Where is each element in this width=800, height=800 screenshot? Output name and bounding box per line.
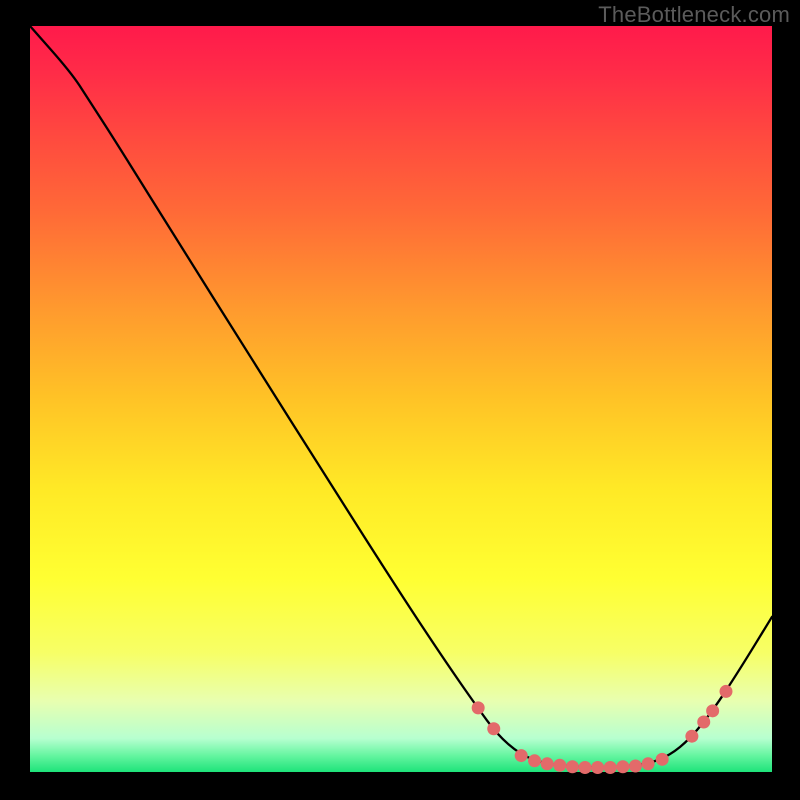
data-marker bbox=[528, 754, 541, 767]
data-marker bbox=[629, 760, 642, 773]
data-marker bbox=[472, 701, 485, 714]
bottleneck-chart bbox=[0, 0, 800, 800]
data-marker bbox=[487, 722, 500, 735]
data-marker bbox=[642, 757, 655, 770]
data-marker bbox=[591, 761, 604, 774]
data-marker bbox=[579, 761, 592, 774]
data-marker bbox=[541, 757, 554, 770]
data-marker bbox=[719, 685, 732, 698]
data-marker bbox=[515, 749, 528, 762]
data-marker bbox=[616, 760, 629, 773]
data-marker bbox=[566, 760, 579, 773]
chart-container: TheBottleneck.com bbox=[0, 0, 800, 800]
data-marker bbox=[697, 716, 710, 729]
data-marker bbox=[604, 761, 617, 774]
data-marker bbox=[553, 759, 566, 772]
data-marker bbox=[706, 704, 719, 717]
watermark-text: TheBottleneck.com bbox=[598, 2, 790, 28]
plot-background bbox=[30, 26, 772, 772]
data-marker bbox=[656, 753, 669, 766]
data-marker bbox=[685, 730, 698, 743]
